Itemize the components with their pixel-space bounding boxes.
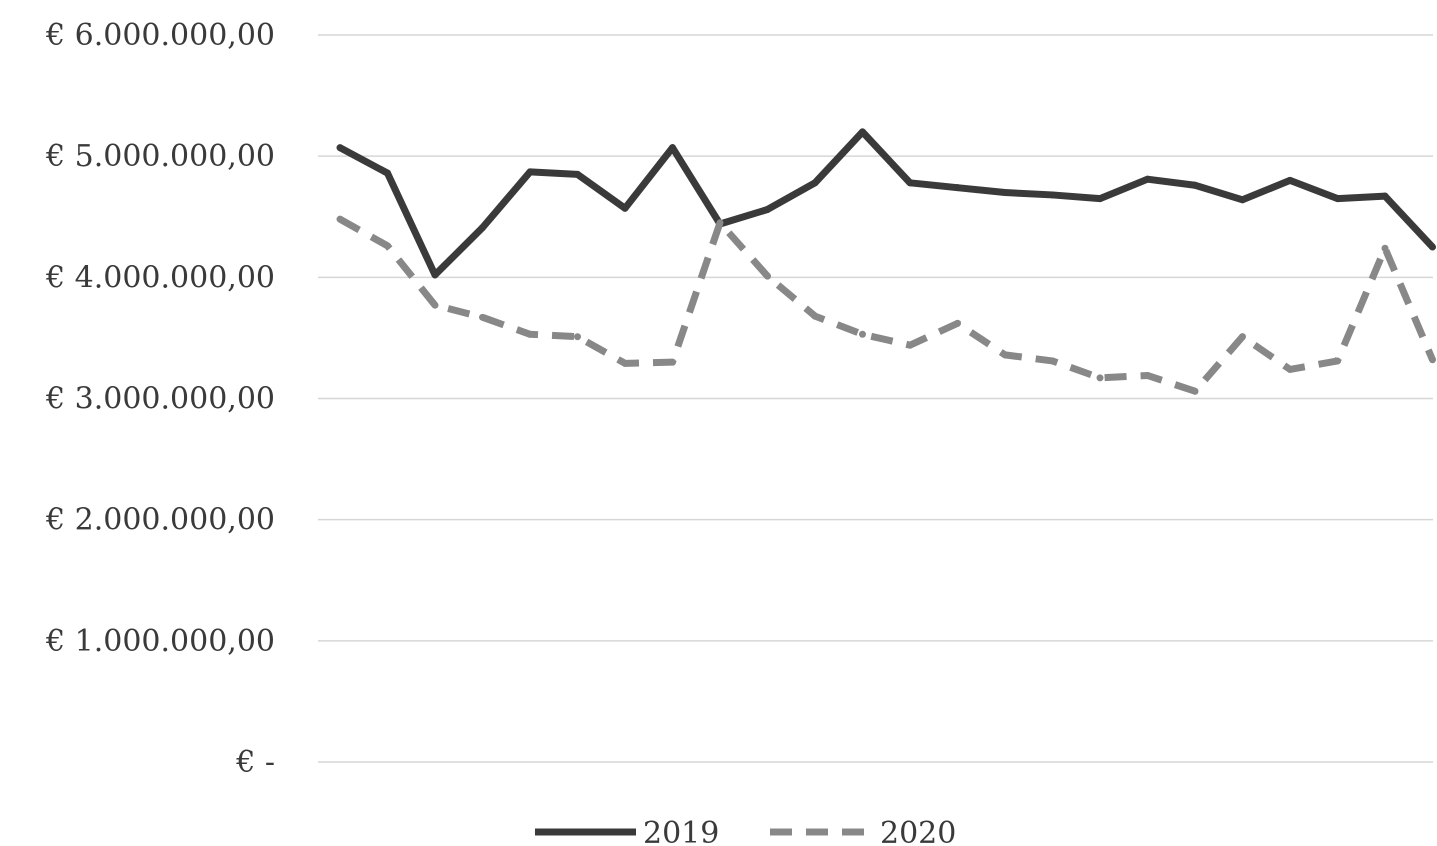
data-point-2019 [764,206,771,213]
data-point-2020 [907,342,914,349]
data-point-2020 [337,216,344,223]
data-point-2019 [1239,196,1246,203]
data-point-2020 [1382,245,1389,252]
data-point-2020 [527,331,534,338]
y-tick-label: € - [235,745,275,780]
data-point-2019 [954,184,961,191]
data-point-2019 [1192,182,1199,189]
y-tick-label: € 1.000.000,00 [45,624,275,659]
series-line-2020 [340,219,1433,391]
data-point-2020 [1002,351,1009,358]
data-point-2020 [764,273,771,280]
data-point-2019 [1429,244,1436,251]
data-point-2019 [1382,193,1389,200]
y-tick-label: € 6.000.000,00 [45,18,275,53]
legend-label-2019: 2019 [643,816,719,846]
data-point-2020 [574,333,581,340]
data-point-2019 [1049,191,1056,198]
data-point-2019 [337,144,344,151]
data-point-2019 [907,179,914,186]
y-tick-label: € 3.000.000,00 [45,382,275,417]
data-point-2020 [1239,333,1246,340]
data-point-2019 [859,128,866,135]
data-point-2020 [1097,374,1104,381]
data-point-2020 [1334,357,1341,364]
data-point-2019 [1144,176,1151,183]
data-point-2020 [1144,372,1151,379]
data-point-2019 [1334,195,1341,202]
plot-area [337,128,1437,394]
data-point-2020 [432,302,439,309]
data-point-2020 [669,359,676,366]
data-point-2020 [717,219,724,226]
data-point-2019 [527,168,534,175]
y-tick-label: € 5.000.000,00 [45,139,275,174]
data-point-2019 [1002,189,1009,196]
data-point-2020 [1429,356,1436,363]
data-point-2020 [954,320,961,327]
legend-label-2020: 2020 [880,816,956,846]
data-point-2020 [479,314,486,321]
data-point-2019 [1287,177,1294,184]
data-point-2020 [384,242,391,249]
data-point-2020 [1192,388,1199,395]
data-point-2019 [432,271,439,278]
data-point-2019 [622,205,629,212]
data-point-2020 [859,331,866,338]
data-point-2019 [1097,195,1104,202]
data-point-2019 [574,171,581,178]
legend: 2019 2020 [535,816,956,846]
y-axis: € 6.000.000,00 € 5.000.000,00 € 4.000.000,… [45,18,275,780]
data-point-2020 [622,360,629,367]
y-tick-label: € 4.000.000,00 [45,260,275,295]
data-point-2019 [812,179,819,186]
series-line-2019 [340,132,1433,275]
data-point-2019 [384,170,391,177]
y-tick-label: € 2.000.000,00 [45,503,275,538]
data-point-2020 [812,313,819,320]
data-point-2019 [669,144,676,151]
data-point-2019 [479,224,486,231]
data-point-2020 [1287,366,1294,373]
data-point-2020 [1049,357,1056,364]
